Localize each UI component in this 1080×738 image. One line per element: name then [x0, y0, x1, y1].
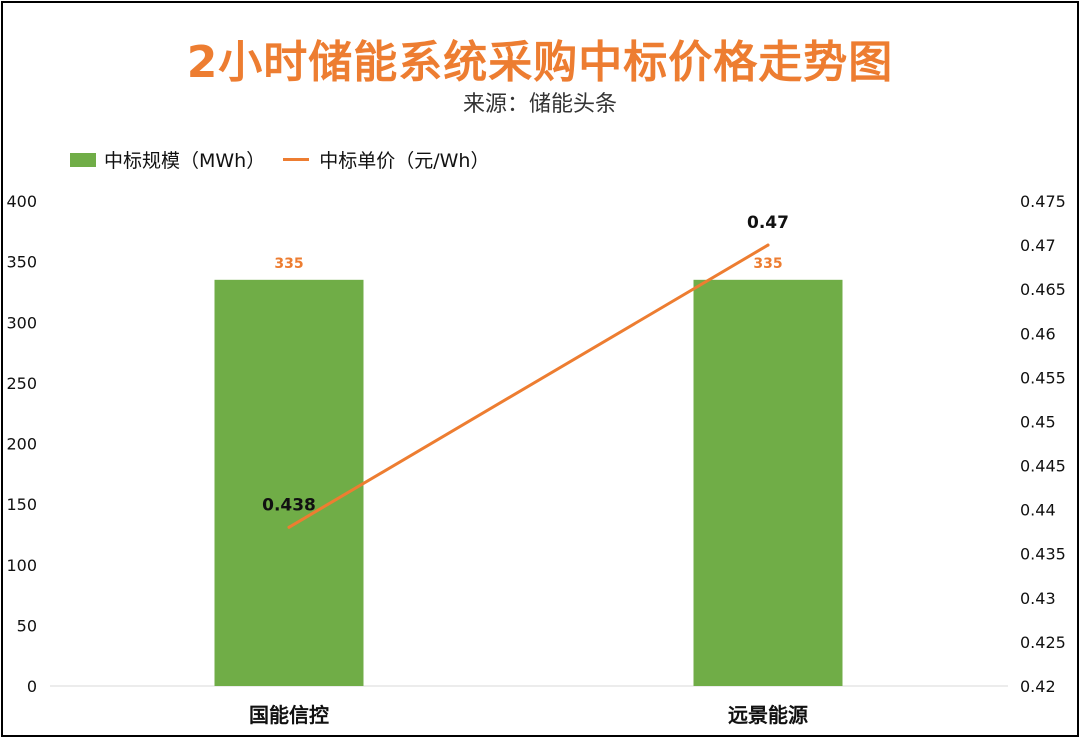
chart-title: 2小时储能系统采购中标价格走势图	[186, 37, 894, 88]
right-tick-label-11: 0.475	[1020, 192, 1066, 211]
legend-line-swatch	[283, 158, 310, 161]
left-tick-label-6: 300	[6, 313, 37, 332]
price-line	[287, 243, 770, 529]
legend-line-label: 中标单价（元/Wh）	[319, 150, 490, 172]
left-tick-label-0: 0	[27, 677, 37, 696]
left-tick-label-2: 100	[6, 556, 37, 575]
legend-bar-swatch	[70, 152, 96, 167]
price-point-0	[287, 525, 291, 529]
left-tick-label-4: 200	[6, 435, 37, 454]
legend-bar-label: 中标规模（MWh）	[104, 150, 266, 172]
left-tick-label-8: 400	[6, 192, 37, 211]
category-label-0: 国能信控	[249, 703, 329, 727]
price-label-1: 0.47	[747, 213, 789, 233]
left-tick-label-3: 150	[6, 495, 37, 514]
right-tick-label-10: 0.47	[1020, 236, 1056, 255]
chart-subtitle: 来源：储能头条	[462, 92, 617, 117]
left-tick-label-7: 350	[6, 253, 37, 272]
bar-label-0: 335	[274, 256, 303, 272]
category-label-1: 远景能源	[728, 703, 808, 727]
bar-0	[214, 279, 364, 686]
right-tick-label-3: 0.435	[1020, 545, 1066, 564]
price-label-0: 0.438	[262, 495, 316, 515]
right-tick-label-2: 0.43	[1020, 589, 1056, 608]
price-point-1	[766, 243, 770, 247]
left-tick-label-5: 250	[6, 374, 37, 393]
left-tick-label-1: 50	[17, 616, 37, 635]
right-tick-label-1: 0.425	[1020, 633, 1066, 652]
legend: 中标规模（MWh） 中标单价（元/Wh）	[70, 146, 507, 173]
right-tick-label-6: 0.45	[1020, 412, 1056, 431]
legend-item-bar: 中标规模（MWh）	[70, 146, 265, 173]
right-tick-label-4: 0.44	[1020, 501, 1056, 520]
bar-1	[693, 279, 843, 686]
right-tick-label-8: 0.46	[1020, 324, 1056, 343]
bar-label-1: 335	[753, 256, 782, 272]
right-tick-label-0: 0.42	[1020, 677, 1056, 696]
right-tick-label-9: 0.465	[1020, 280, 1066, 299]
legend-item-line: 中标单价（元/Wh）	[283, 146, 489, 173]
right-tick-label-5: 0.445	[1020, 457, 1066, 476]
right-tick-label-7: 0.455	[1020, 368, 1066, 387]
